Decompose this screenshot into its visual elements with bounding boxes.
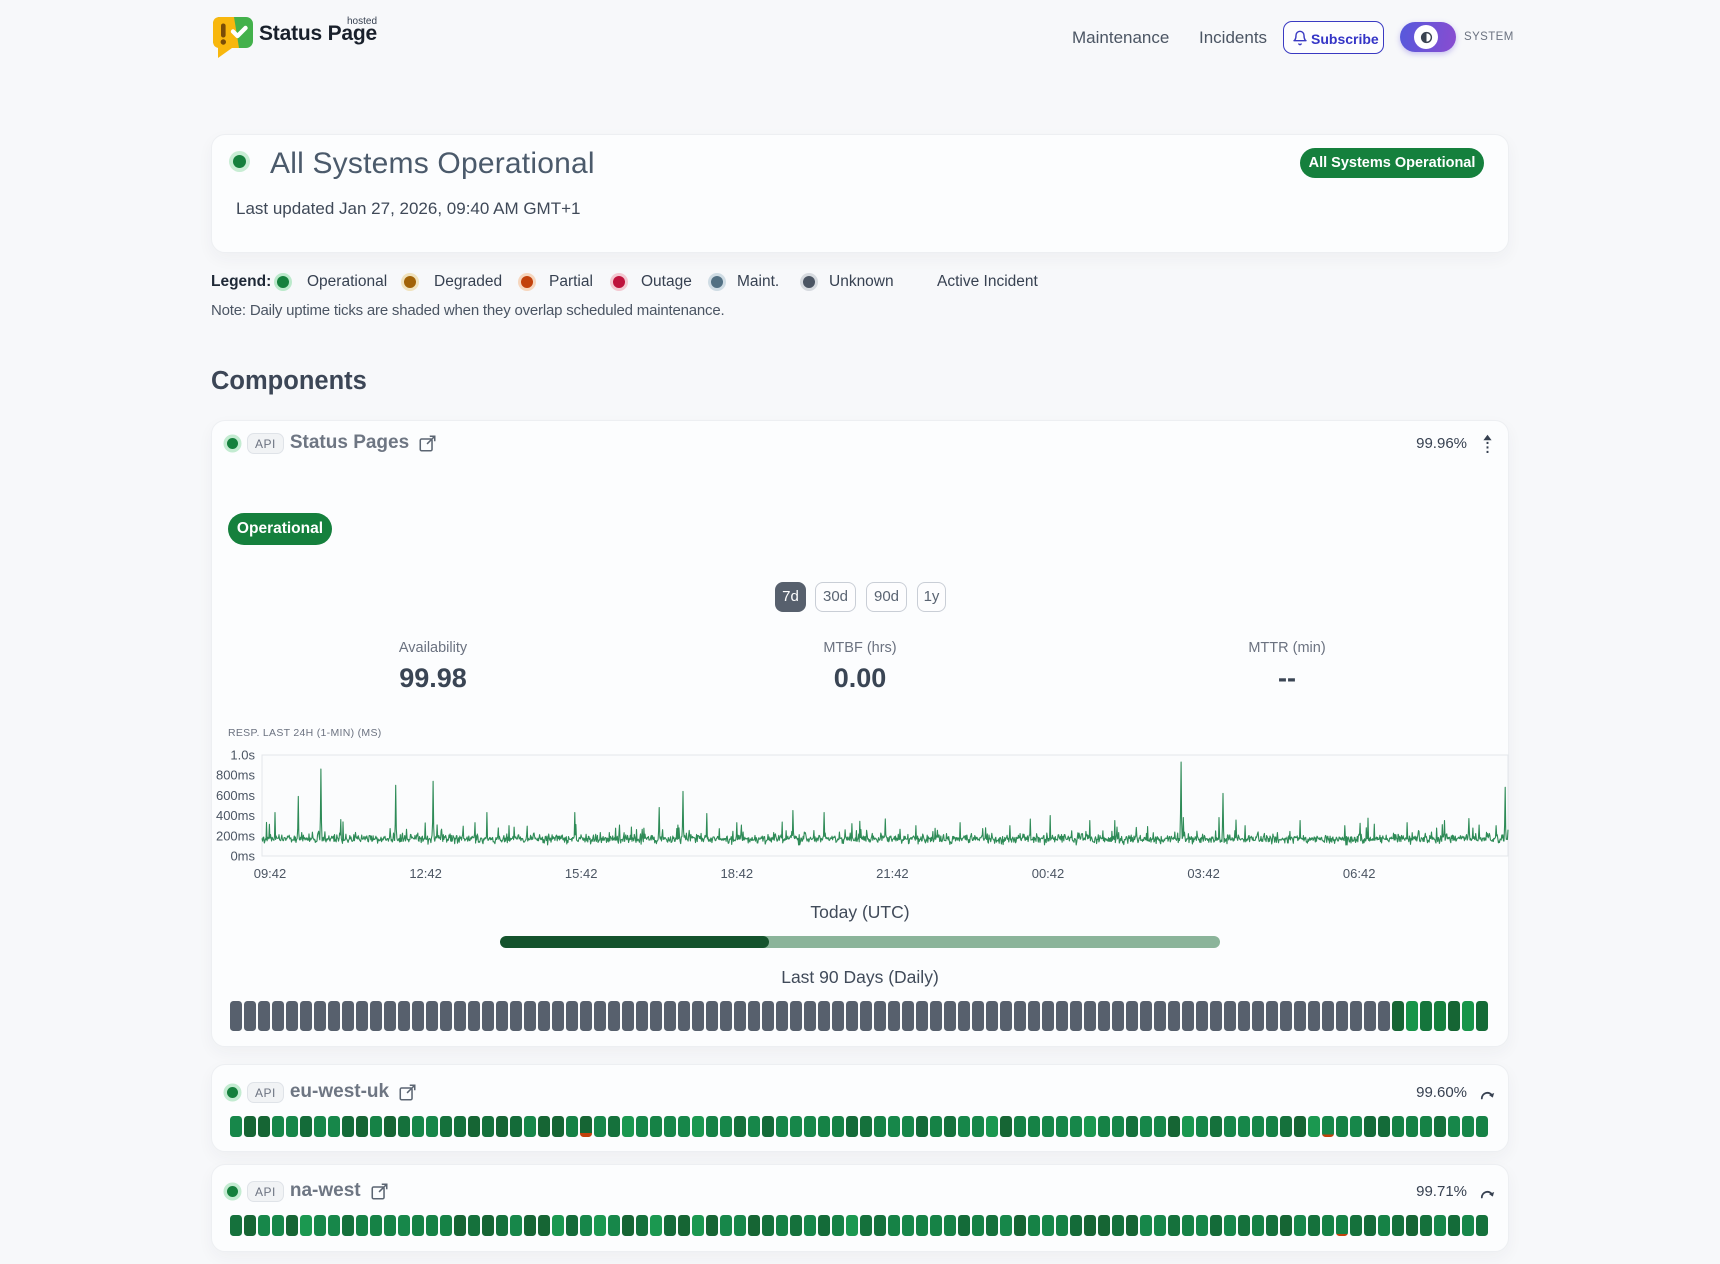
svg-text:200ms: 200ms xyxy=(216,828,256,843)
svg-text:800ms: 800ms xyxy=(216,768,256,783)
svg-text:0ms: 0ms xyxy=(230,849,255,864)
svg-text:1.0s: 1.0s xyxy=(230,748,255,763)
svg-text:15:42: 15:42 xyxy=(565,866,598,881)
svg-text:400ms: 400ms xyxy=(216,808,256,823)
svg-text:21:42: 21:42 xyxy=(876,866,909,881)
svg-text:00:42: 00:42 xyxy=(1032,866,1065,881)
svg-text:06:42: 06:42 xyxy=(1343,866,1376,881)
svg-text:03:42: 03:42 xyxy=(1187,866,1220,881)
svg-text:600ms: 600ms xyxy=(216,788,256,803)
svg-text:12:42: 12:42 xyxy=(409,866,442,881)
svg-text:09:42: 09:42 xyxy=(254,866,287,881)
svg-text:18:42: 18:42 xyxy=(721,866,754,881)
